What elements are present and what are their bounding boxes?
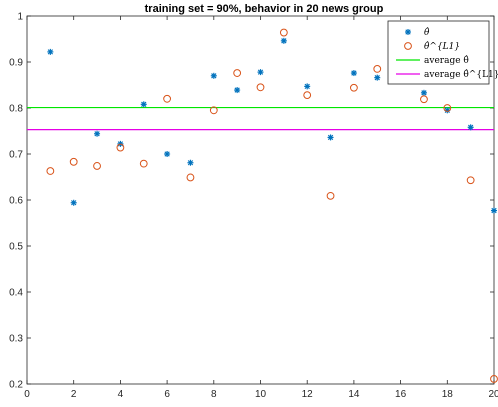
y-tick-label: 0.2 [9,380,23,391]
theta-hat-l1-point [373,65,382,73]
theta-hat-point [210,72,217,79]
theta-hat-point [94,130,101,137]
y-tick-label: 0.4 [9,288,23,299]
theta-hat-l1-point [350,83,358,92]
legend-label-average-theta-hat: average θ̂ [424,55,469,66]
reference-lines [27,106,494,131]
legend-label-average-theta-hat-l1: average θ̂^{L1} [424,69,498,80]
y-tick-label: 0.7 [9,150,23,161]
theta-hat-l1-point [116,143,125,152]
x-tick-label: 6 [164,389,170,400]
legend-symbol-theta-hat-l1 [404,42,412,50]
theta-hat-l1-point [163,94,172,103]
x-tick-label: 18 [442,389,454,400]
theta-hat-l1-point [326,191,335,200]
theta-hat-point [280,37,287,44]
x-tick-label: 10 [255,389,267,400]
y-tick-label: 0.9 [9,58,23,69]
theta-hat-point [420,89,427,96]
theta-hat-l1-point [186,173,195,182]
theta-hat-l1-point [209,106,218,115]
x-tick-label: 12 [302,389,314,400]
axis-ticks: 0 2 4 6 8 10 12 14 16 18 20 0.2 0.3 0.4 0.5 0.6 0.7 0.8 0.… [9,12,498,401]
theta-hat-l1-point [46,167,55,175]
theta-hat-l1-point [490,375,498,383]
theta-hat-l1-point [93,162,101,170]
theta-hat-l1-point [233,69,242,77]
x-tick-label: 4 [118,389,124,400]
theta-hat-point [234,87,241,94]
x-tick-label: 0 [24,389,30,400]
theta-hat-l1-point [279,28,288,37]
x-tick-label: 20 [488,389,498,400]
theta-hat-point [327,134,334,141]
theta-hat-l1-point [443,104,452,112]
legend: θ̂ θ̂^{L1} average θ̂ average θ̂^{L1} [387,20,498,85]
y-tick-label: 0.3 [9,334,23,345]
data-points [46,28,498,383]
theta-hat-l1-point [69,157,78,166]
theta-hat-point [444,107,451,114]
x-tick-label: 14 [348,389,360,400]
legend-symbol-theta-hat [405,29,411,35]
x-tick-label: 8 [211,389,217,400]
theta-hat-point [491,207,497,214]
y-tick-label: 0.8 [9,104,23,115]
chart-title: training set = 90%, behavior in 20 news … [145,3,384,15]
theta-hat-point [350,70,357,77]
theta-hat-l1-point [139,159,148,168]
legend-label-theta-hat-l1: θ̂^{L1} [424,41,460,52]
x-tick-label: 2 [71,389,77,400]
theta-hat-point [467,124,474,131]
y-tick-label: 0.6 [9,196,23,207]
y-tick-label: 1 [17,12,23,23]
theta-hat-point [140,101,147,108]
theta-hat-l1-point [303,91,312,100]
theta-hat-point [257,69,264,76]
theta-hat-point [304,83,311,90]
theta-hat-point [374,74,381,81]
x-tick-label: 16 [395,389,407,400]
theta-hat-l1-point [466,176,475,185]
legend-label-theta-hat: θ̂ [424,27,430,38]
theta-hat-point [70,199,77,206]
theta-hat-point [47,48,54,55]
theta-hat-l1-point [420,95,428,104]
theta-hat-point [187,159,194,166]
y-tick-label: 0.5 [9,242,23,253]
theta-hat-point [164,151,171,157]
theta-hat-l1-point [256,83,265,92]
